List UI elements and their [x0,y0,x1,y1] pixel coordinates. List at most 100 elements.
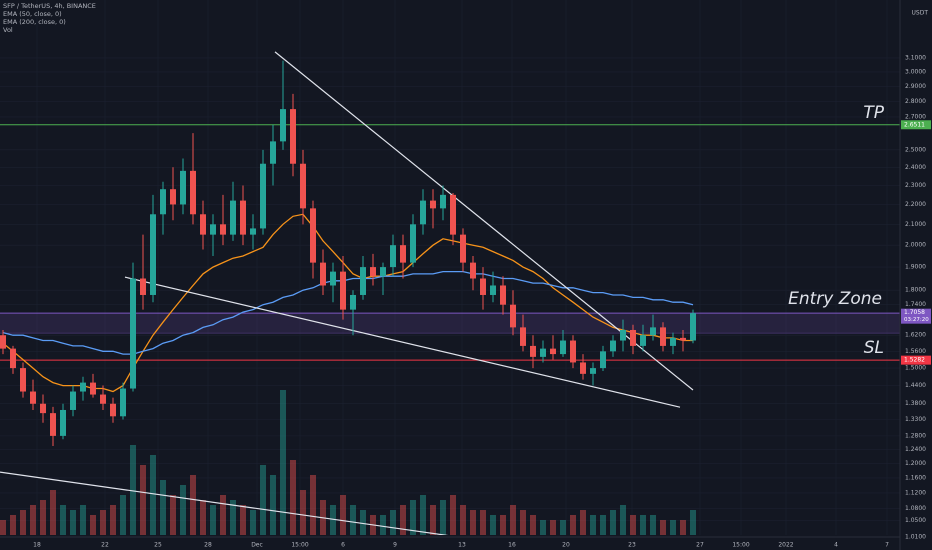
candle-body [570,340,576,363]
candle-body [200,214,206,235]
volume-bar [190,475,196,535]
volume-bar [100,510,106,535]
level-badge-label: 1.5282 [904,357,925,364]
candle-body [140,278,146,295]
volume-bar [110,505,116,535]
volume-bar [180,485,186,535]
candle-body [240,200,246,235]
volume-bar [430,505,436,535]
candle-body [330,271,336,286]
candle-body [500,285,506,305]
y-tick-label: 1.6200 [905,332,926,339]
x-tick-label: 6 [341,542,345,549]
candle-body [640,335,646,346]
trendline [0,471,449,535]
candle-body [380,267,386,277]
volume-bar [610,510,616,535]
y-tick-label: 1.2400 [905,446,926,453]
candle-body [260,163,266,229]
candle-body [490,285,496,295]
candle-body [60,409,66,436]
volume-bar [230,500,236,535]
level-name: TP [863,103,884,123]
volume-bar [150,455,156,535]
volume-bar [200,500,206,535]
candle-body [160,189,166,215]
volume-bar [350,505,356,535]
volume-bar [300,490,306,535]
volume-bar [460,505,466,535]
candle-body [650,327,656,336]
x-tick-label: 25 [154,542,162,549]
candle-body [560,340,566,355]
volume-bar [50,490,56,535]
volume-bar [160,480,166,535]
candle-body [310,208,316,263]
x-tick-label: 13 [458,542,466,549]
x-tick-label: 28 [204,542,212,549]
candle-body [590,368,596,374]
volume-bar [480,510,486,535]
ema-line [2,270,694,355]
volume-bar [550,520,556,535]
candle-body [390,245,396,268]
y-tick-label: 1.0500 [905,517,926,524]
volume-bar [80,505,86,535]
volume-bar [680,520,686,535]
y-tick-label: 1.1600 [905,474,926,481]
volume-bar [660,520,666,535]
candle-body [10,348,16,369]
volume-bar [340,495,346,535]
candle-body [430,200,436,209]
y-tick-label: 2.0000 [905,242,926,249]
volume-bar [570,515,576,535]
candle-body [230,200,236,235]
volume-bar [510,505,516,535]
candle-body [350,294,356,310]
candle-body [550,348,556,355]
candle-body [110,403,116,417]
candle-body [300,163,306,209]
volume-bar [60,505,66,535]
volume-bar [400,505,406,535]
y-tick-label: 1.2000 [905,460,926,467]
volume-bar [520,510,526,535]
volume-bar [670,520,676,535]
level-badge [901,355,931,365]
candle-body [540,348,546,357]
volume-bar [250,510,256,535]
volume-bar [40,500,46,535]
y-tick-label: 1.3800 [905,400,926,407]
candle-body [370,267,376,277]
volume-bar [640,515,646,535]
y-tick-label: 2.2000 [905,201,926,208]
candle-body [100,394,106,404]
volume-bar [540,520,546,535]
candle-body [510,304,516,328]
volume-bar [470,510,476,535]
x-tick-label: 2022 [778,542,793,549]
x-tick-label: 22 [101,542,109,549]
volume-bar [330,505,336,535]
candle-body [410,224,416,263]
volume-bar [560,520,566,535]
volume-bar [280,390,286,535]
x-tick-label: Dec [251,542,263,549]
candle-body [580,362,586,374]
y-tick-label: 1.7400 [905,301,926,308]
candle-body [150,214,156,295]
y-tick-label: 1.0100 [905,534,926,541]
volume-bar [220,495,226,535]
candle-body [0,335,6,349]
candle-body [620,329,626,341]
candle-body [630,329,636,346]
candle-body [340,271,346,310]
candle-body [670,337,676,346]
x-tick-label: 7 [885,542,889,549]
volume-bar [490,515,496,535]
candle-body [470,262,476,279]
x-tick-label: 18 [33,542,41,549]
volume-bar [260,465,266,535]
